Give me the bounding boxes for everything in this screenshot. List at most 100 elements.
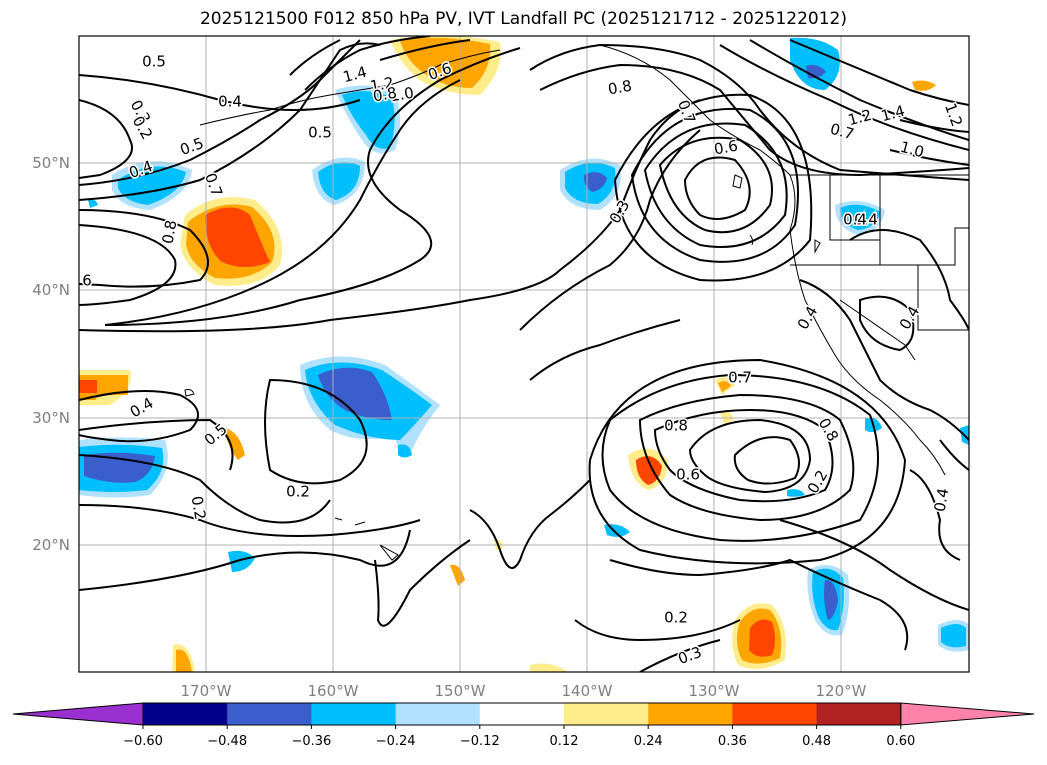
lat-label: 50°N bbox=[32, 154, 70, 172]
pv-positive-area bbox=[749, 619, 775, 657]
contour-line bbox=[779, 519, 969, 611]
pv-negative-area bbox=[88, 199, 98, 208]
contour-label: 0.4 bbox=[931, 487, 953, 514]
contour-line bbox=[374, 539, 471, 627]
lon-label: 170°W bbox=[181, 682, 232, 700]
colorbar-segment bbox=[311, 703, 397, 725]
contour-line bbox=[539, 63, 969, 177]
contour-label: 0.2 bbox=[664, 609, 688, 627]
pv-negative-area bbox=[824, 579, 838, 620]
contour-label: 1.4 bbox=[879, 102, 907, 126]
contour-label: 0.2 bbox=[188, 495, 210, 522]
colorbar-extend-low bbox=[12, 702, 144, 726]
contour-line bbox=[601, 373, 879, 542]
contour-label: 0.4 bbox=[794, 303, 822, 333]
contour-label: 0.8 bbox=[159, 219, 181, 246]
contour-line bbox=[909, 469, 961, 561]
pv-negative-area bbox=[583, 172, 607, 192]
pv-negative-area bbox=[840, 204, 880, 230]
contour-line bbox=[733, 436, 800, 485]
colorbar-tick-label: −0.24 bbox=[376, 734, 416, 749]
colorbar-segment bbox=[732, 703, 818, 725]
contour-line bbox=[643, 122, 788, 248]
contour-label: 0.7 bbox=[201, 171, 226, 200]
contour-line bbox=[79, 74, 361, 111]
pv-positive-area bbox=[450, 564, 465, 586]
coastline bbox=[917, 265, 969, 331]
lat-label: 20°N bbox=[32, 536, 70, 554]
contour-label: 0.5 bbox=[178, 134, 207, 159]
pv-negative-area bbox=[787, 489, 805, 497]
contour-line bbox=[529, 43, 969, 181]
lat-label: 30°N bbox=[32, 409, 70, 427]
contour-line bbox=[688, 418, 812, 494]
contour-line bbox=[939, 439, 969, 471]
contour-line bbox=[849, 229, 969, 331]
colorbar-tick-label: 0.12 bbox=[550, 734, 579, 749]
pv-positive-area bbox=[636, 456, 662, 485]
pv-positive-area bbox=[225, 428, 245, 460]
colorbar-tick-label: −0.60 bbox=[123, 734, 163, 749]
colorbar-tick-label: −0.48 bbox=[207, 734, 247, 749]
coastlines bbox=[184, 44, 969, 561]
contour-line bbox=[264, 378, 368, 485]
contour-line bbox=[749, 39, 969, 141]
colorbar: −0.60 −0.48 −0.36 −0.24 −0.12 0.12 0.24 0.36 0.4… bbox=[12, 702, 1035, 749]
contour-line bbox=[79, 504, 421, 537]
contour-label: 0.4 bbox=[843, 211, 867, 229]
contour-line bbox=[104, 79, 461, 326]
contour-line bbox=[79, 42, 381, 201]
colorbar-segment bbox=[143, 703, 228, 725]
contour-line bbox=[889, 149, 969, 166]
lon-label: 150°W bbox=[435, 682, 486, 700]
pv-positive-area bbox=[530, 663, 568, 672]
pv-negative-area bbox=[941, 624, 966, 648]
pv-positive-area bbox=[176, 649, 192, 672]
contour-label: 1.2 bbox=[941, 101, 966, 130]
lat-labels: 50°N 40°N 30°N 20°N bbox=[32, 154, 70, 554]
colorbar-segment bbox=[395, 703, 481, 725]
map-area bbox=[79, 36, 969, 672]
colorbar-segment bbox=[816, 703, 902, 725]
contour-label: 1.4 bbox=[341, 63, 369, 87]
contour-label: 0.2 bbox=[804, 467, 832, 497]
contour-line bbox=[574, 619, 741, 642]
coastline bbox=[354, 521, 366, 526]
contour-line bbox=[79, 99, 133, 179]
contour-line bbox=[79, 390, 199, 443]
colorbar-tick-label: 0.48 bbox=[802, 734, 831, 749]
lon-label: 130°W bbox=[689, 682, 740, 700]
graticule bbox=[79, 36, 969, 672]
coastline bbox=[829, 175, 880, 241]
coastline bbox=[334, 517, 343, 521]
contour-line bbox=[104, 47, 521, 326]
contour-line bbox=[899, 119, 969, 133]
pv-shading bbox=[79, 36, 969, 672]
coastline bbox=[749, 234, 754, 246]
pv-negative-area bbox=[318, 367, 392, 420]
pv-negative-area bbox=[790, 37, 840, 90]
map-title: 2025121500 F012 850 hPa PV, IVT Landfall… bbox=[199, 9, 847, 29]
pv-positive-area bbox=[205, 207, 270, 267]
contour-label: 0.5 bbox=[201, 420, 231, 449]
pv-positive-area bbox=[718, 381, 731, 392]
contour-label: 0.7 bbox=[728, 369, 752, 387]
contour-label: 0.4 bbox=[127, 394, 157, 422]
coastline bbox=[732, 174, 743, 189]
pv-positive-area bbox=[912, 80, 936, 91]
contour-label: 1.0 bbox=[389, 84, 416, 106]
contour-line bbox=[658, 136, 773, 234]
ivt-contours bbox=[79, 36, 969, 672]
colorbar-tick-label: −0.36 bbox=[291, 734, 331, 749]
contour-label: 0.5 bbox=[142, 53, 166, 71]
contour-label: 0.8 bbox=[664, 417, 688, 435]
pv-negative-area bbox=[228, 550, 255, 572]
lon-label: 160°W bbox=[308, 682, 359, 700]
contour-line bbox=[79, 99, 701, 333]
contour-label: 0.2 bbox=[286, 483, 310, 501]
contour-line bbox=[79, 418, 234, 471]
contour-line bbox=[79, 209, 209, 288]
colorbar-segment bbox=[479, 703, 565, 725]
contour-label: 0.4 bbox=[896, 303, 924, 333]
